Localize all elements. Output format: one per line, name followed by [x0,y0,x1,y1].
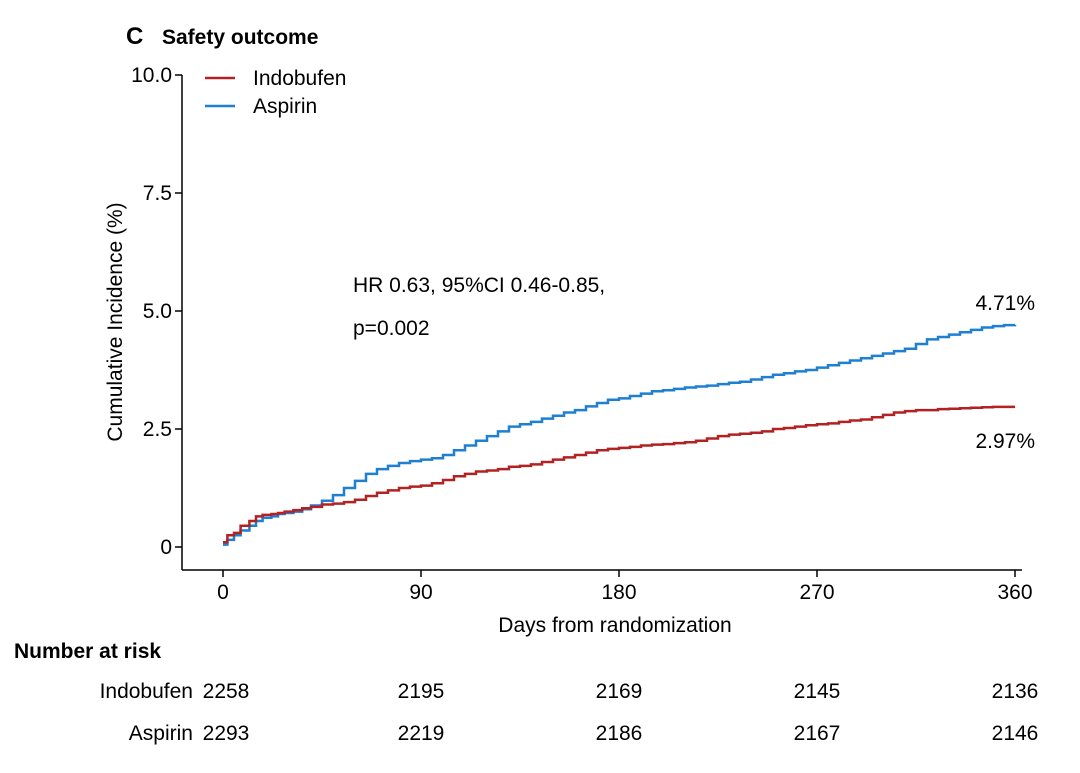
x-axis-label: Days from randomization [498,614,731,637]
legend-label-aspirin: Aspirin [253,95,317,118]
y-tick-label: 0 [160,536,172,559]
y-tick-label: 2.5 [143,418,172,441]
x-tick-label: 90 [409,581,432,604]
risk-row-label: Aspirin [128,722,193,745]
risk-value: 2136 [991,680,1039,703]
axes: 0 2.5 5.0 7.5 10.0 0 90 180 270 360 [131,64,1032,604]
legend-label-indobufen: Indobufen [253,67,346,90]
x-tick-label: 180 [601,581,636,604]
risk-value: 2145 [793,680,841,703]
x-tick-label: 270 [799,581,834,604]
risk-value: 2169 [595,680,643,703]
risk-value: 2167 [793,722,841,745]
risk-value: 2219 [397,722,445,745]
series-layer [223,323,1017,546]
panel-letter: C [126,23,143,50]
risk-value: 2195 [397,680,445,703]
risk-row-indobufen: Indobufen 2258 2195 2169 2145 2136 [0,680,1080,710]
risk-value: 2293 [202,722,250,745]
end-label-indobufen: 2.97% [975,430,1035,453]
risk-value: 2146 [991,722,1039,745]
risk-row-label: Indobufen [99,680,193,703]
hr-annotation-line2: p=0.002 [353,317,430,340]
series-line-indobufen [223,405,1015,544]
x-tick-label: 360 [997,581,1032,604]
x-tick-label: 0 [217,581,229,604]
end-label-aspirin: 4.71% [975,292,1035,315]
chart-title: Safety outcome [162,26,318,49]
risk-value: 2258 [202,680,250,703]
legend: Indobufen Aspirin [205,67,346,118]
risk-value: 2186 [595,722,643,745]
y-tick-label: 10.0 [131,64,172,87]
hr-annotation-line1: HR 0.63, 95%CI 0.46-0.85, [353,274,605,297]
y-tick-label: 7.5 [143,182,172,205]
risk-row-aspirin: Aspirin 2293 2219 2186 2167 2146 [0,722,1080,752]
y-axis-label: Cumulative Incidence (%) [104,202,127,441]
y-tick-label: 5.0 [143,300,172,323]
km-chart: C Safety outcome 0 2.5 5.0 7.5 10.0 0 90 180 270… [104,23,1035,637]
series-line-aspirin [223,323,1017,546]
risk-table-header: Number at risk [14,640,162,663]
